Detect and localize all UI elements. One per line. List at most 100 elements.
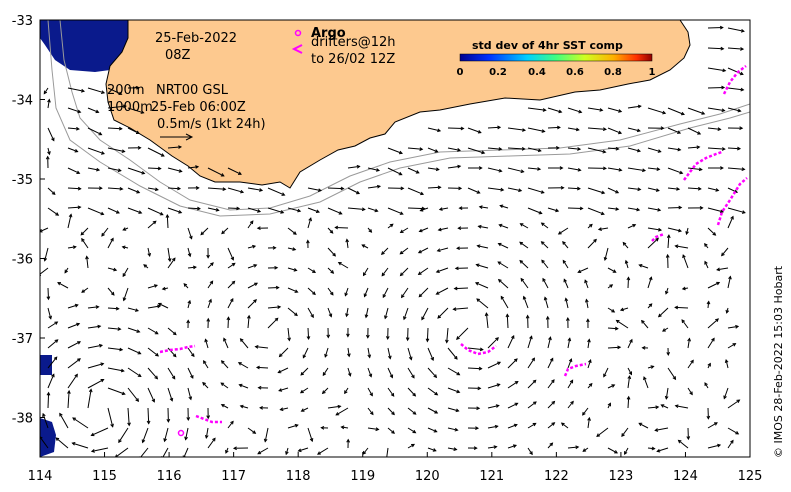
current-vector (407, 427, 416, 434)
current-vector-head (551, 400, 556, 405)
current-vector (203, 360, 209, 369)
current-vector (239, 384, 249, 389)
current-vector-head (520, 277, 525, 282)
current-vector-head (279, 407, 284, 412)
current-vector-head (399, 250, 404, 255)
current-vector (221, 360, 229, 369)
lon-tick-label: 125 (738, 469, 763, 484)
current-vector-head (715, 318, 720, 322)
current-vector-head (368, 373, 373, 378)
current-vector-head (120, 368, 125, 373)
current-vector (487, 126, 501, 129)
current-vector (727, 87, 744, 91)
current-vector (207, 438, 216, 449)
current-vector-head (722, 68, 727, 73)
current-vector-head (622, 241, 627, 246)
current-vector-head (59, 412, 63, 417)
current-vector (467, 187, 480, 194)
current-vector (507, 167, 524, 173)
current-vector (43, 87, 49, 94)
drifter-track (159, 344, 196, 354)
isobath-200m (59, 20, 750, 211)
current-vector-head (115, 210, 120, 214)
current-vector-head (230, 256, 234, 261)
current-vector (107, 347, 123, 351)
current-vector (47, 287, 49, 300)
current-vector-head (122, 104, 127, 109)
current-vector (107, 127, 122, 130)
current-vector-head (715, 188, 720, 192)
current-vector-head (141, 439, 146, 444)
current-vector-head (519, 259, 524, 264)
current-vector (407, 387, 416, 397)
current-vector (707, 282, 720, 289)
current-vector-head (493, 445, 498, 449)
current-vector-head (55, 437, 60, 441)
current-vector-head (391, 430, 396, 434)
current-vector (562, 241, 569, 249)
current-vector (47, 392, 50, 409)
current-vector-head (135, 85, 140, 90)
current-vector (485, 313, 489, 329)
current-vector-head (183, 283, 188, 287)
current-vector-head (697, 186, 702, 191)
current-vector-head (412, 411, 417, 415)
current-vector (107, 207, 120, 214)
current-vector (687, 387, 693, 395)
current-vector-head (456, 246, 460, 251)
current-vector-head (654, 428, 659, 432)
current-vector-head (619, 307, 624, 312)
current-vector (187, 166, 199, 169)
current-vector-head (721, 252, 725, 257)
current-vector-head (497, 278, 502, 283)
current-vector (55, 437, 69, 449)
current-vector-head (730, 439, 734, 444)
current-vector (227, 262, 236, 269)
current-vector-head (95, 305, 100, 309)
current-vector (107, 87, 122, 95)
current-vector-head (254, 282, 259, 286)
current-vector-head (119, 186, 124, 191)
current-vector-head (612, 269, 617, 273)
current-vector (479, 206, 489, 209)
current-vector-head (299, 389, 304, 394)
current-vector-head (316, 451, 321, 455)
current-vector-head (42, 412, 46, 417)
current-vector-head (192, 265, 197, 270)
current-vector (477, 245, 489, 249)
current-vector (687, 360, 694, 369)
current-vector-head (437, 227, 442, 232)
current-vector-head (437, 314, 442, 319)
current-vector (658, 307, 669, 318)
current-vector (607, 187, 619, 194)
current-vector-head (375, 427, 380, 432)
current-vector-head (147, 252, 152, 258)
current-vector-head (411, 374, 415, 379)
current-vector (707, 338, 715, 349)
lon-tick-label: 117 (221, 469, 246, 484)
current-vector (707, 318, 719, 329)
current-vector (627, 339, 633, 349)
current-vector (587, 147, 606, 153)
current-vector-head (607, 402, 611, 407)
current-vector (727, 207, 746, 214)
current-vector (647, 238, 659, 249)
current-vector-head (662, 110, 667, 115)
current-vector-head (187, 253, 192, 258)
current-vector-head (529, 451, 533, 456)
current-vector (327, 307, 332, 317)
current-vector (47, 207, 59, 216)
current-vector-head (735, 431, 740, 435)
current-vector-head (54, 321, 59, 325)
current-vector-head (204, 434, 209, 439)
current-vector-head (681, 319, 686, 324)
current-vector-head (72, 417, 77, 421)
current-vector-head (121, 149, 126, 153)
current-vector-head (246, 314, 251, 319)
current-vector (527, 187, 544, 194)
current-vector-head (600, 211, 605, 216)
current-vector (675, 245, 689, 249)
current-vector (562, 260, 569, 269)
current-vector-head (256, 209, 262, 213)
current-vector (47, 374, 55, 389)
